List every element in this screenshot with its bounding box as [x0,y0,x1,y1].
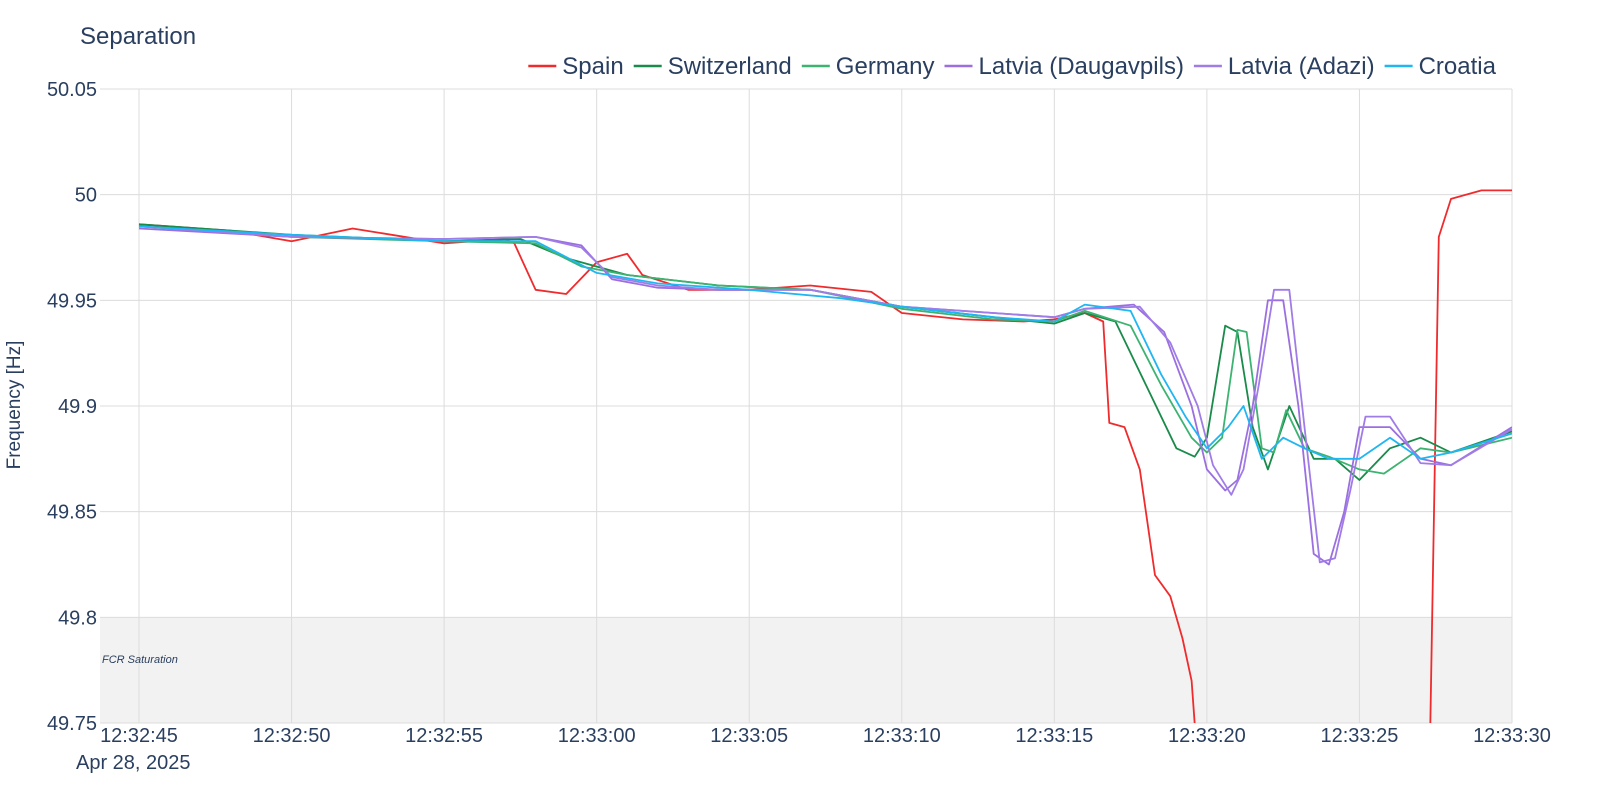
series-line-germany [138,225,1512,475]
fcr-saturation-region [100,617,1512,723]
y-tick-label: 49.85 [47,502,97,524]
legend-label: Latvia (Daugavpils) [979,53,1184,80]
x-axis-date-label: Apr 28, 2025 [76,752,191,774]
legend-item: Latvia (Adazi) [1193,53,1375,80]
legend-label: Croatia [1419,53,1497,80]
legend-item: Germany [801,53,935,80]
grid [100,88,1513,724]
legend-item: Spain [528,53,624,80]
series-lines [138,189,1512,723]
fcr-saturation-label: FCR Saturation [102,654,178,666]
plot-area [138,189,1512,723]
legend-label: Latvia (Adazi) [1228,53,1375,80]
y-tick-label: 49.8 [58,607,97,629]
legend-item: Latvia (Daugavpils) [944,53,1184,80]
x-tick-label: 12:33:00 [558,725,636,747]
x-axis: 12:32:45 12:32:50 12:32:55 12:33:00 12:33:05… [100,725,1551,747]
legend-item: Switzerland [633,53,792,80]
x-tick-label: 12:33:15 [1015,725,1093,747]
series-line-switzerland [138,223,1512,481]
fcr-saturation-band [100,617,1512,723]
y-tick-label: 49.95 [47,290,97,312]
chart-title: Separation [80,23,196,50]
series-line-latvia-adazi [138,225,1512,564]
y-axis-title: Frequency [Hz] [4,341,25,470]
x-tick-label: 12:33:20 [1168,725,1246,747]
legend: Spain Switzerland Germany Latvia (Daugavpil… [528,53,1497,80]
y-axis: 49.75 49.8 49.85 49.9 49.95 50 50.05 [47,79,97,735]
legend-item: Croatia [1384,53,1497,80]
y-tick-label: 49.75 [47,713,97,735]
legend-label: Spain [562,53,623,80]
legend-label: Germany [836,53,935,80]
x-tick-label: 12:33:25 [1321,725,1399,747]
x-tick-label: 12:33:05 [710,725,788,747]
x-tick-label: 12:32:50 [253,725,331,747]
legend-label: Switzerland [668,53,792,80]
x-tick-label: 12:33:30 [1473,725,1551,747]
series-line-latvia-daugavpils [138,227,1512,566]
y-tick-label: 49.9 [58,396,97,418]
x-tick-label: 12:32:45 [100,725,178,747]
x-tick-label: 12:32:55 [405,725,483,747]
y-tick-label: 50.05 [47,79,97,101]
series-line-croatia [138,225,1512,460]
y-tick-label: 50 [75,185,97,207]
x-tick-label: 12:33:10 [863,725,941,747]
